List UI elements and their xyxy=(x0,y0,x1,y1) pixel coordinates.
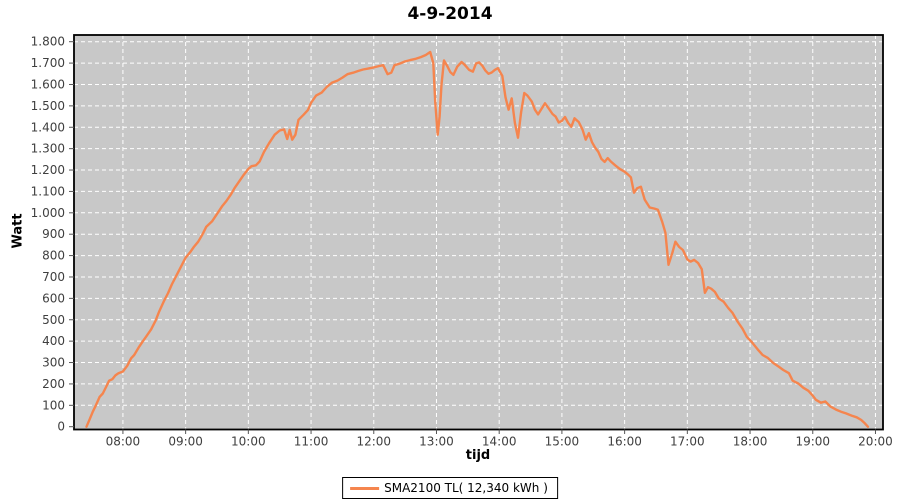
y-tick-label: 1.200 xyxy=(31,163,65,177)
legend: SMA2100 TL( 12,340 kWh ) xyxy=(342,477,558,499)
y-tick-label: 1.600 xyxy=(31,77,65,91)
plot-border xyxy=(73,34,884,431)
x-tick-label: 12:00 xyxy=(356,435,391,449)
y-tick-label: 400 xyxy=(42,334,65,348)
y-tick-label: 1.800 xyxy=(31,35,65,49)
x-tick-label: 16:00 xyxy=(607,435,642,449)
y-tick-label: 300 xyxy=(42,356,65,370)
legend-line-swatch xyxy=(350,486,380,490)
y-tick-label: 1.100 xyxy=(31,184,65,198)
x-tick-label: 20:00 xyxy=(858,435,893,449)
y-tick-label: 900 xyxy=(42,227,65,241)
x-tick-label: 11:00 xyxy=(294,435,329,449)
x-tick-label: 18:00 xyxy=(733,435,768,449)
y-tick-label: 800 xyxy=(42,249,65,263)
x-tick-label: 14:00 xyxy=(482,435,517,449)
y-tick-label: 100 xyxy=(42,398,65,412)
series-line xyxy=(85,50,870,428)
x-tick-label: 10:00 xyxy=(231,435,266,449)
y-tick-label: 200 xyxy=(42,377,65,391)
y-tick-label: 1.500 xyxy=(31,99,65,113)
plot-area xyxy=(74,35,883,430)
x-axis-title: tijd xyxy=(465,448,491,463)
y-tick-label: 1.300 xyxy=(31,142,65,156)
y-tick-label: 0 xyxy=(57,420,65,434)
chart-title: 4-9-2014 xyxy=(407,4,493,24)
y-tick-label: 700 xyxy=(42,270,65,284)
x-tick-label: 09:00 xyxy=(168,435,203,449)
legend-label: SMA2100 TL( 12,340 kWh ) xyxy=(384,481,548,495)
y-tick-label: 1.000 xyxy=(31,206,65,220)
x-tick-label: 15:00 xyxy=(545,435,580,449)
y-tick-label: 1.700 xyxy=(31,56,65,70)
x-tick-label: 08:00 xyxy=(106,435,141,449)
x-tick-label: 17:00 xyxy=(670,435,705,449)
y-tick-label: 500 xyxy=(42,313,65,327)
y-tick-label: 1.400 xyxy=(31,120,65,134)
x-tick-label: 13:00 xyxy=(419,435,454,449)
y-tick-label: 600 xyxy=(42,291,65,305)
x-tick-label: 19:00 xyxy=(795,435,830,449)
